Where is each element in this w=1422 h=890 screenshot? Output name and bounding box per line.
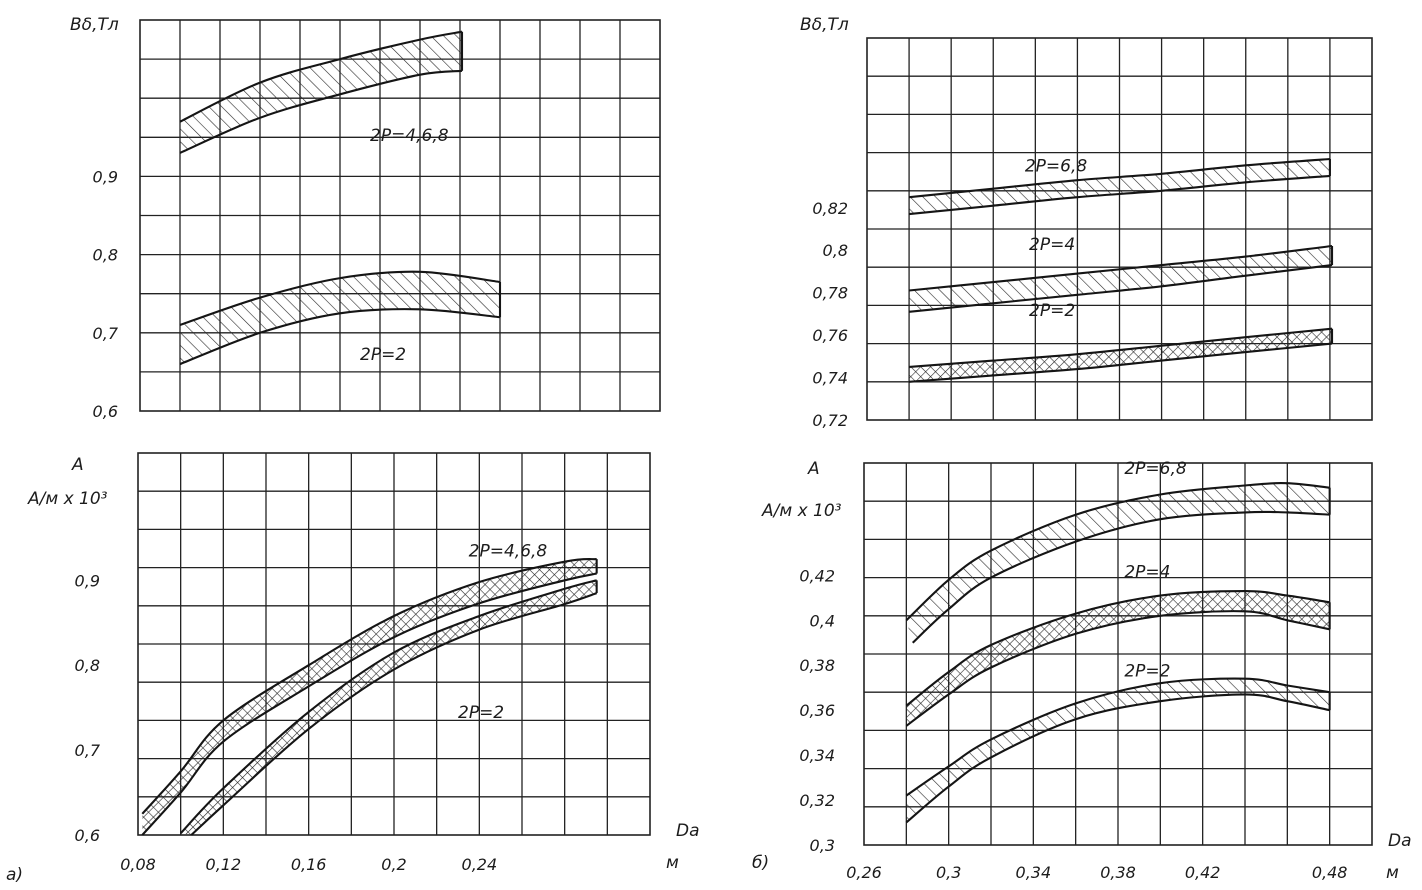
series-lower-edge-1 xyxy=(179,308,501,366)
series-upper-edge-2 xyxy=(905,677,1330,797)
chart-b-bottom: 2P=6,8 2P=4 2P=2 0,42 0,4 0,38 0,36 0,34 0,32 0,3… xyxy=(761,459,1412,883)
x-axis-label: Da xyxy=(1388,831,1412,851)
panel-label-b: б) xyxy=(752,853,769,873)
series-band-1 xyxy=(906,591,1330,726)
series-band-1 xyxy=(909,246,1332,312)
series-label: 2P=4,6,8 xyxy=(469,542,548,562)
grid xyxy=(138,453,650,835)
y-tick-label: 0,32 xyxy=(799,791,835,810)
series-label: 2P=2 xyxy=(1029,301,1075,321)
y-tick-label: 0,72 xyxy=(812,411,848,430)
series-lower-edge-1 xyxy=(908,264,1333,313)
series-upper-edge-1 xyxy=(179,579,597,835)
series-label: 2P=6,8 xyxy=(1124,459,1187,479)
x-axis-label: Da xyxy=(676,821,700,841)
chart-a-bottom: 2P=4,6,8 2P=2 0,9 0,8 0,7 0,6 0,08 0,12 0,16 0,2 0… xyxy=(27,452,700,874)
series-lower-edge-1 xyxy=(905,610,1330,727)
series-upper-edge-1 xyxy=(179,270,501,326)
x-tick-label: 0,12 xyxy=(206,855,242,874)
series-label: 2P=4,6,8 xyxy=(370,126,449,146)
chart-a-top: 2P=4,6,8 2P=2 0,9 0,8 0,7 0,6 Вδ,Тл xyxy=(70,15,661,421)
y-tick-label: 0,6 xyxy=(93,402,118,421)
x-tick-label: 0,34 xyxy=(1016,863,1052,882)
series-band-2 xyxy=(909,328,1332,382)
grid xyxy=(867,38,1372,420)
panel-label-a: a) xyxy=(6,865,23,885)
x-tick-label: 0,48 xyxy=(1312,863,1348,882)
y-tick-label: 0,9 xyxy=(93,167,118,186)
chart-b-top: 2P=6,8 2P=4 2P=2 0,82 0,8 0,78 0,76 0,74 0,72 Вδ,… xyxy=(800,15,1373,430)
series-lower-edge-2 xyxy=(909,342,1333,383)
plot-frame xyxy=(866,37,1373,421)
y-tick-label: 0,3 xyxy=(810,836,835,855)
y-axis-label: A xyxy=(71,455,84,475)
y-axis-label: Вδ,Тл xyxy=(800,15,849,35)
series-upper-edge-1 xyxy=(908,244,1333,292)
y-tick-label: 0,4 xyxy=(810,611,835,630)
x-tick-label: 0,42 xyxy=(1185,863,1221,882)
y-tick-label: 0,34 xyxy=(799,746,835,765)
x-tick-label: 0,26 xyxy=(846,863,882,882)
x-tick-label: 0,08 xyxy=(120,855,156,874)
grid xyxy=(864,463,1372,845)
y-tick-label: 0,8 xyxy=(93,246,118,265)
series-band-0 xyxy=(906,483,1330,643)
series-upper-edge-2 xyxy=(909,327,1333,368)
series-label: 2P=4 xyxy=(1029,235,1075,255)
series-lower-edge-0 xyxy=(179,69,463,154)
series-upper-edge-0 xyxy=(908,157,1330,199)
series-lower-edge-2 xyxy=(905,693,1330,824)
series-upper-edge-0 xyxy=(141,558,597,815)
series-label: 2P=2 xyxy=(360,345,406,365)
series-label: 2P=4 xyxy=(1124,563,1170,583)
x-tick-label: 0,24 xyxy=(462,855,498,874)
x-axis-unit: м xyxy=(1386,863,1399,883)
y-axis-label: A xyxy=(807,459,820,479)
series-label: 2P=6,8 xyxy=(1025,157,1088,177)
series-lower-edge-0 xyxy=(911,510,1330,644)
y-tick-label: 0,38 xyxy=(799,656,835,675)
series-lower-edge-1 xyxy=(190,592,598,836)
x-tick-label: 0,38 xyxy=(1100,863,1136,882)
y-tick-label: 0,76 xyxy=(812,326,848,345)
y-axis-label: Вδ,Тл xyxy=(70,15,119,35)
y-tick-label: 0,6 xyxy=(75,826,100,845)
y-axis-unit: А/м х 10³ xyxy=(761,501,842,521)
y-tick-label: 0,36 xyxy=(799,701,835,720)
y-tick-label: 0,82 xyxy=(812,199,848,218)
series-band-1 xyxy=(180,271,500,365)
y-tick-label: 0,8 xyxy=(75,656,100,675)
plot-frame xyxy=(863,462,1373,846)
series-upper-edge-0 xyxy=(905,482,1330,622)
y-tick-label: 0,42 xyxy=(799,566,835,585)
series-band-0 xyxy=(909,159,1330,215)
x-tick-label: 0,16 xyxy=(291,855,327,874)
plot-frame xyxy=(137,452,651,836)
plot-frame xyxy=(139,19,661,412)
series-label: 2P=2 xyxy=(1124,661,1170,681)
x-axis-unit: м xyxy=(666,853,679,873)
series-lower-edge-0 xyxy=(141,572,597,836)
y-tick-label: 0,74 xyxy=(812,369,848,388)
x-tick-label: 0,2 xyxy=(381,855,406,874)
series-band-0 xyxy=(180,31,462,153)
series-label: 2P=2 xyxy=(458,703,504,723)
y-axis-unit: А/м х 10³ xyxy=(27,489,108,509)
series-band-1 xyxy=(180,580,597,835)
series-lower-edge-0 xyxy=(908,174,1330,216)
series-upper-edge-1 xyxy=(905,590,1330,707)
x-tick-label: 0,3 xyxy=(936,863,961,882)
y-tick-label: 0,7 xyxy=(75,741,101,760)
y-tick-label: 0,9 xyxy=(75,571,100,590)
y-tick-label: 0,8 xyxy=(823,241,848,260)
y-tick-label: 0,7 xyxy=(93,324,119,343)
series-upper-edge-0 xyxy=(179,30,463,123)
y-tick-label: 0,78 xyxy=(812,284,848,303)
